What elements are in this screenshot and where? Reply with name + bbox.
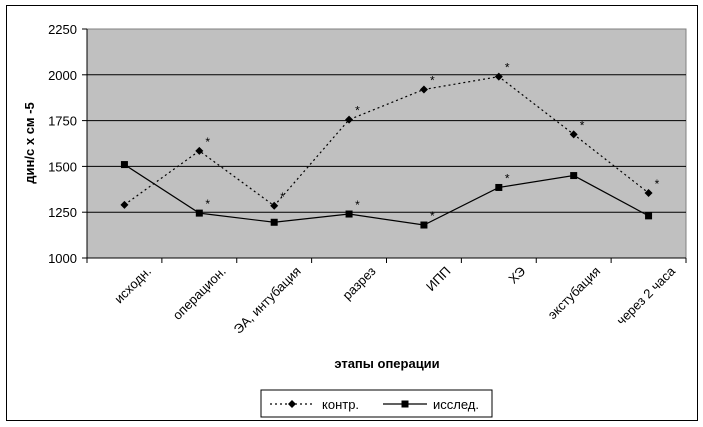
significance-mark: *: [505, 61, 510, 75]
data-point-square: [270, 218, 278, 226]
data-point-square: [345, 210, 353, 218]
x-tick-label: разрез: [339, 263, 378, 302]
data-point-diamond: [644, 188, 653, 197]
y-tick-label: 1250: [48, 205, 77, 220]
y-axis-title: дин/с х см -5: [22, 102, 37, 183]
plot-area: [86, 28, 687, 259]
series-line: [124, 164, 649, 226]
x-tick-label: операцион.: [170, 264, 229, 323]
significance-mark: *: [355, 104, 360, 118]
series-1: * * * * * * *: [120, 61, 660, 210]
significance-mark: *: [580, 118, 585, 132]
series-2: * * * *: [120, 161, 653, 229]
y-tick-label: 1500: [48, 159, 77, 174]
legend-label: исслед.: [433, 397, 479, 412]
y-tick-labels: 1000 1250 1500 1750 2000 2250: [48, 22, 77, 266]
x-tick-labels: исходн. операцион. ЭА, интубация разрез ИПП Х…: [111, 263, 678, 337]
x-tick-label: ЭА, интубация: [231, 264, 304, 337]
x-tick-label: ИПП: [423, 264, 453, 294]
significance-mark: *: [205, 135, 210, 149]
x-axis-title: этапы операции: [334, 356, 439, 371]
significance-mark: *: [655, 177, 660, 191]
legend: контр. исслед.: [260, 389, 493, 418]
significance-mark: *: [505, 171, 510, 185]
data-point-diamond: [270, 201, 279, 210]
legend-box: [260, 389, 493, 418]
data-point-square: [195, 209, 203, 217]
gridlines: [82, 28, 687, 263]
data-point-square: [645, 212, 653, 220]
data-point-diamond: [345, 115, 354, 124]
data-point-diamond: [120, 200, 129, 209]
significance-mark: *: [280, 190, 285, 204]
data-point-diamond: [288, 400, 296, 408]
data-point-square: [401, 400, 409, 408]
data-point-diamond: [419, 85, 428, 94]
legend-label: контр.: [322, 397, 359, 412]
data-point-diamond: [195, 146, 204, 155]
significance-mark: *: [430, 73, 435, 87]
series-group: * * * * * * * * * * *: [120, 61, 660, 229]
y-tick-label: 2000: [48, 68, 77, 83]
significance-mark: *: [355, 198, 360, 212]
data-point-diamond: [494, 72, 503, 81]
x-tick-label: экстубация: [545, 264, 604, 323]
data-point-diamond: [569, 130, 578, 139]
significance-mark: *: [430, 209, 435, 223]
x-tick-label: ХЭ: [505, 264, 528, 287]
y-tick-label: 1000: [48, 251, 77, 266]
y-tick-label: 2250: [48, 22, 77, 37]
data-point-square: [420, 221, 428, 229]
x-tick-label: через 2 часа: [614, 263, 679, 328]
data-point-square: [570, 172, 578, 180]
data-point-square: [120, 161, 128, 169]
y-tick-label: 1750: [48, 114, 77, 129]
significance-mark: *: [205, 197, 210, 211]
x-tick-label: исходн.: [111, 264, 154, 307]
data-point-square: [495, 183, 503, 191]
